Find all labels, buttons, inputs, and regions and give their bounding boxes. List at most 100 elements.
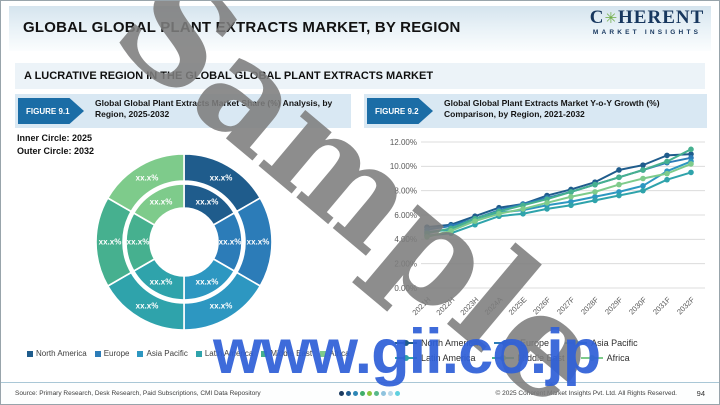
data-point: [472, 218, 478, 224]
footer: Source: Primary Research, Desk Research,…: [1, 382, 719, 404]
x-axis-tick-label: 2028F: [579, 295, 601, 317]
data-point: [688, 169, 694, 176]
legend-swatch: [195, 350, 202, 357]
logo-tagline: MARKET INSIGHTS: [592, 29, 702, 36]
donut-legend-item-asia-pacific: Asia Pacific: [137, 349, 188, 358]
outer-circle-note: Outer Circle: 2032: [17, 146, 95, 157]
legend-label: Africa: [329, 349, 350, 358]
line-legend-item-latin-america: Latin America: [395, 353, 476, 363]
data-point: [544, 200, 550, 206]
legend-label: Latin America: [421, 353, 476, 363]
data-point: [568, 189, 574, 195]
line-legend-row: North America Europe Asia Pacific: [395, 338, 707, 348]
x-axis-tick-label: 2021H: [410, 295, 432, 317]
figure-9-1-badge: FIGURE 9.1: [18, 98, 84, 124]
coherent-logo: C✳HERENT MARKET INSIGHTS: [581, 8, 713, 36]
legend-label: North America: [421, 338, 479, 348]
data-point: [520, 210, 526, 217]
data-point: [616, 167, 622, 173]
donut-chart: xx.x% xx.x% xx.x% xx.x% xx.x% xx.x% xx.x% xx.x%…: [95, 153, 273, 331]
donut-segment-label: xx.x%: [136, 302, 159, 311]
donut-segment-label: xx.x%: [127, 238, 150, 247]
line-chart-svg: 0.00% 2.00% 4.00% 6.00% 8.00% 10.00% 12.00% 202…: [390, 138, 705, 317]
x-axis-tick-label: 2025E: [507, 295, 529, 317]
line-chart: 0.00% 2.00% 4.00% 6.00% 8.00% 10.00% 12.00% 202…: [375, 134, 711, 334]
x-axis-tick-label: 2024A: [483, 295, 505, 317]
page-number: 94: [696, 389, 705, 398]
data-point: [616, 192, 622, 199]
y-axis-tick-label: 8.00%: [394, 186, 417, 195]
donut-legend-item-europe: Europe: [94, 349, 130, 358]
donut-legend-item-middle-east: Middle East: [261, 349, 312, 358]
logo-wordmark: C✳HERENT: [589, 7, 705, 28]
footer-copyright: © 2025 Coherent Market Insights Pvt. Ltd…: [495, 390, 677, 397]
data-point: [592, 197, 598, 204]
section-subtitle: A LUCRATIVE REGION IN THE GLOBAL GLOBAL …: [15, 63, 705, 89]
legend-line-marker: [395, 355, 417, 361]
line-series-africa: [426, 162, 692, 238]
donut-ring-notes: Inner Circle: 2025 Outer Circle: 2032: [17, 132, 94, 158]
data-point: [664, 170, 670, 177]
line-chart-legend: North America Europe Asia Pacific Latin Ame…: [395, 338, 707, 368]
data-point: [616, 174, 622, 181]
footer-dot: [339, 391, 344, 396]
data-point: [664, 158, 670, 165]
y-axis-tick-label: 10.00%: [390, 162, 417, 171]
donut-segment-inner-africa: [132, 183, 185, 226]
data-point: [640, 183, 646, 189]
data-point: [520, 206, 526, 212]
footer-dot: [388, 391, 393, 396]
line-series-latin-america: [426, 171, 692, 237]
figure-9-2-band: FIGURE 9.2 Global Global Plant Extracts …: [364, 94, 707, 128]
line-legend-item-north-america: North America: [395, 338, 478, 348]
data-point: [592, 189, 598, 195]
data-point: [640, 162, 646, 168]
legend-swatch: [320, 350, 327, 357]
donut-segment-label: xx.x%: [219, 238, 242, 247]
donut-segment-label: xx.x%: [150, 198, 173, 207]
legend-label: Africa: [606, 353, 630, 363]
y-axis-tick-label: 6.00%: [394, 211, 417, 220]
legend-label: Europe: [103, 349, 130, 358]
line-series-middle-east: [426, 148, 692, 235]
data-point: [544, 206, 550, 212]
footer-dot: [381, 391, 386, 396]
footer-dot: [367, 391, 372, 396]
data-point: [592, 181, 598, 188]
x-axis-tick-label: 2026F: [531, 295, 553, 317]
data-point: [616, 181, 622, 188]
inner-circle-note: Inner Circle: 2025: [17, 133, 93, 143]
figure-9-2-badge: FIGURE 9.2: [367, 98, 433, 124]
legend-swatch: [94, 350, 101, 357]
data-point: [496, 210, 502, 217]
donut-segment-outer-africa: [106, 153, 185, 213]
legend-swatch: [137, 350, 144, 357]
data-point: [664, 176, 670, 183]
footer-dot: [346, 391, 351, 396]
y-axis-tick-label: 4.00%: [394, 235, 417, 244]
line-legend-row: Latin America Middle East Africa: [395, 353, 707, 363]
data-point: [664, 152, 670, 159]
x-axis-tick-label: 2032F: [675, 295, 697, 317]
x-axis-tick-label: 2023H: [458, 295, 480, 317]
data-point: [568, 202, 574, 209]
y-axis-tick-label: 12.00%: [390, 138, 417, 147]
figure-9-1-title: Global Global Plant Extracts Market Shar…: [95, 98, 333, 120]
footer-dot: [395, 391, 400, 396]
data-point: [568, 193, 574, 200]
x-axis-tick-label: 2027F: [555, 295, 577, 317]
donut-segment-label: xx.x%: [247, 238, 270, 247]
footer-dot: [360, 391, 365, 396]
legend-line-marker: [395, 340, 417, 346]
data-point: [448, 228, 454, 234]
line-series-north-america: [426, 153, 692, 229]
legend-swatch: [261, 350, 268, 357]
x-axis-tick-label: 2029F: [603, 295, 625, 317]
page-title: GLOBAL GLOBAL PLANT EXTRACTS MARKET, BY …: [23, 19, 461, 36]
figure-9-2-title: Global Global Plant Extracts Market Y-o-…: [444, 98, 660, 120]
legend-swatch: [27, 350, 33, 357]
donut-segment-label: xx.x%: [196, 198, 219, 207]
legend-label: Middle East: [517, 353, 565, 363]
x-axis-tick-label: 2031F: [651, 295, 673, 317]
donut-segment-label: xx.x%: [99, 238, 122, 247]
